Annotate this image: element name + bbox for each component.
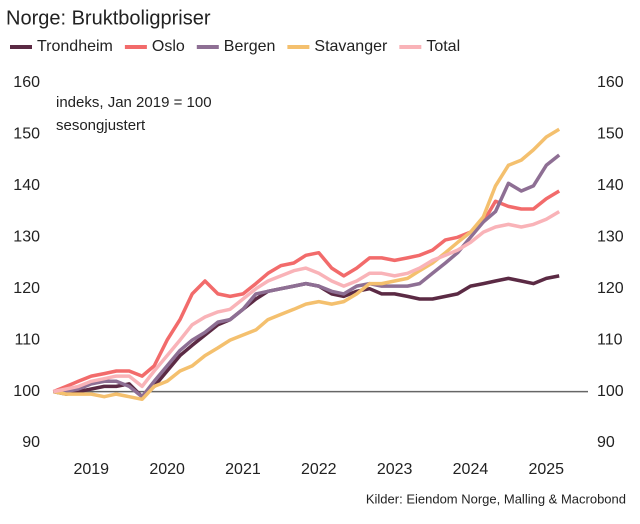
legend: Trondheim Oslo Bergen Stavanger Total bbox=[10, 38, 460, 55]
x-tick-label: 2024 bbox=[453, 461, 489, 478]
y2-tick-label: 140 bbox=[597, 177, 624, 194]
legend-label: Stavanger bbox=[314, 38, 388, 55]
x-tick-label: 2020 bbox=[149, 461, 185, 478]
legend-label: Bergen bbox=[224, 38, 276, 55]
chart-title: Norge: Bruktboligpriser bbox=[6, 7, 211, 29]
y2-tick-label: 130 bbox=[597, 229, 624, 246]
y-tick-label: 100 bbox=[13, 383, 40, 400]
legend-label: Oslo bbox=[152, 38, 185, 55]
series-line bbox=[53, 127, 561, 402]
y-tick-label: 160 bbox=[13, 74, 40, 91]
series-line bbox=[53, 210, 561, 394]
y2-tick-label: 160 bbox=[597, 74, 624, 91]
legend-label: Total bbox=[426, 38, 460, 55]
annotation: indeks, Jan 2019 = 100 bbox=[56, 94, 212, 111]
y2-tick-label: 90 bbox=[597, 434, 615, 451]
x-tick-label: 2023 bbox=[377, 461, 413, 478]
x-tick-label: 2022 bbox=[301, 461, 337, 478]
y-tick-label: 90 bbox=[22, 434, 40, 451]
source: Kilder: Eiendom Norge, Malling & Macrobo… bbox=[366, 491, 626, 506]
series-line bbox=[53, 153, 561, 399]
annotation: sesongjustert bbox=[56, 117, 146, 134]
series-line bbox=[53, 274, 560, 399]
y2-tick-label: 120 bbox=[597, 280, 624, 297]
y2-tick-label: 110 bbox=[597, 331, 623, 348]
y-tick-label: 120 bbox=[13, 280, 40, 297]
y-tick-label: 130 bbox=[13, 229, 40, 246]
x-tick-label: 2025 bbox=[528, 461, 564, 478]
y2-tick-label: 150 bbox=[597, 126, 624, 143]
x-tick-label: 2019 bbox=[73, 461, 109, 478]
legend-label: Trondheim bbox=[37, 38, 113, 55]
x-tick-label: 2021 bbox=[225, 461, 261, 478]
y-tick-label: 110 bbox=[14, 331, 40, 348]
y2-tick-label: 100 bbox=[597, 383, 624, 400]
y-tick-label: 150 bbox=[13, 126, 40, 143]
y-tick-label: 140 bbox=[13, 177, 40, 194]
